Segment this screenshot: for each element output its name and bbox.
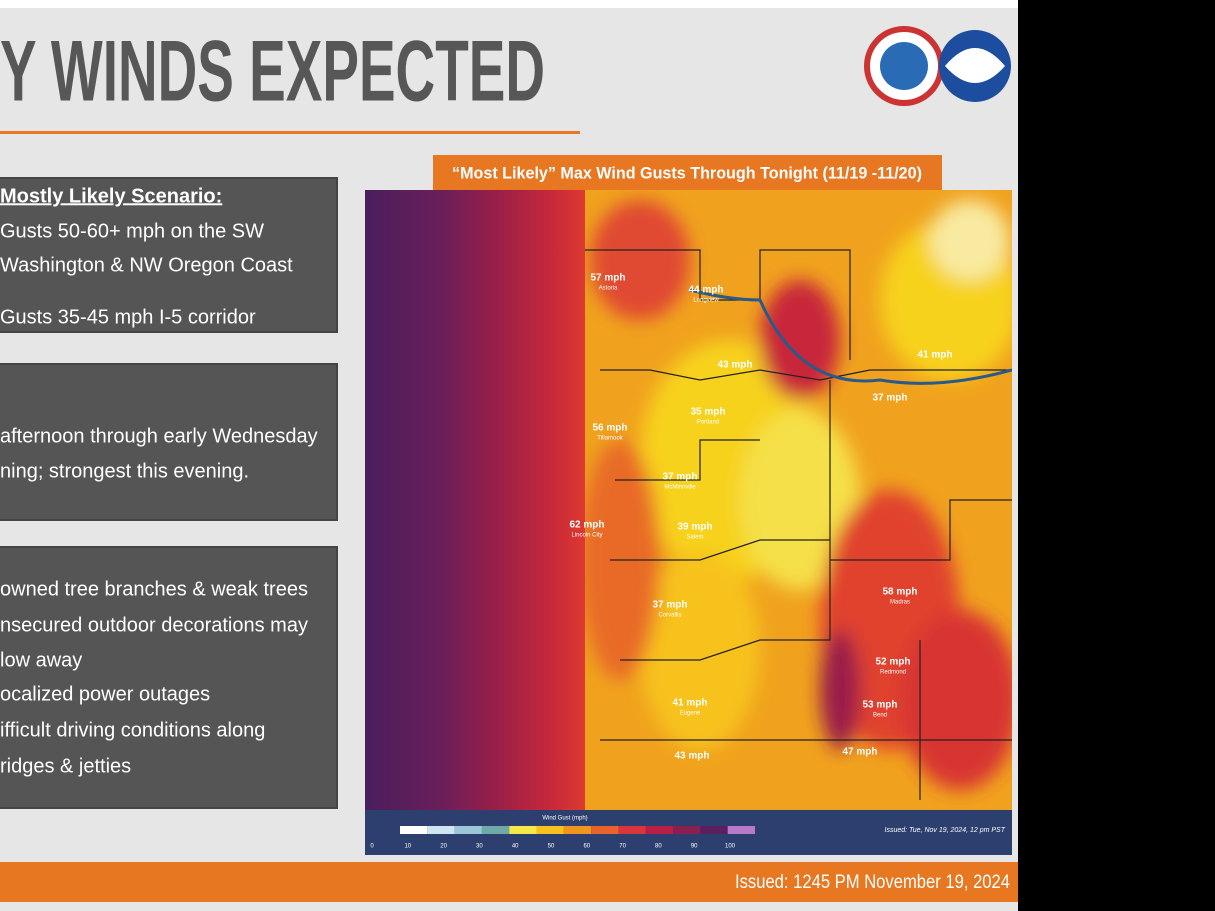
- colorbar-segment: [727, 826, 755, 834]
- colorbar-tick-label: 0: [370, 844, 374, 850]
- impact-line: ifficult driving conditions along: [0, 719, 265, 741]
- logos: [864, 26, 1011, 106]
- colorbar-segment: [509, 826, 537, 834]
- place-label: Bend: [873, 713, 887, 719]
- gust-label: 37 mph: [872, 393, 907, 404]
- colorbar-tick-label: 10: [404, 844, 411, 850]
- colorbar-segment: [618, 826, 646, 834]
- impacts-box: [0, 546, 338, 809]
- gust-label: 37 mph: [662, 472, 697, 483]
- colorbar-tick-label: 20: [440, 844, 447, 850]
- colorbar-segment: [427, 826, 455, 834]
- timing-box: [0, 363, 338, 521]
- impact-line: low away: [0, 649, 82, 671]
- legend-title: Wind Gust (mph): [542, 816, 587, 822]
- colorbar-tick-label: 100: [725, 844, 736, 850]
- colorbar-tick-label: 90: [691, 844, 698, 850]
- place-label: Corvallis: [658, 613, 681, 619]
- black-margin: [1018, 0, 1215, 911]
- gust-label: 35 mph: [690, 407, 725, 418]
- colorbar-segment: [400, 826, 428, 834]
- colorbar-segment: [700, 826, 728, 834]
- scenario-line: Gusts 50-60+ mph on the SW: [0, 220, 264, 242]
- colorbar-tick-label: 50: [548, 844, 555, 850]
- colorbar-segment: [645, 826, 674, 834]
- scenario-heading: Mostly Likely Scenario:: [0, 185, 222, 207]
- gust-label: 53 mph: [862, 700, 897, 711]
- place-label: Redmond: [880, 670, 906, 676]
- colorbar-tick-label: 80: [655, 844, 662, 850]
- gust-label: 39 mph: [677, 522, 712, 533]
- map: [365, 190, 1012, 810]
- scenario-line: Washington & NW Oregon Coast: [0, 254, 293, 276]
- place-label: Eugene: [680, 711, 701, 717]
- gust-label: 52 mph: [875, 657, 910, 668]
- place-label: McMinnville: [664, 485, 696, 491]
- footer-bar: [0, 862, 1018, 902]
- place-label: Portland: [697, 420, 719, 426]
- gust-label: 41 mph: [672, 698, 707, 709]
- place-label: Madras: [890, 600, 910, 606]
- top-strip: [0, 0, 1018, 8]
- colorbar-tick-label: 40: [512, 844, 519, 850]
- colorbar-segment: [591, 826, 619, 834]
- gust-label: 44 mph: [688, 285, 723, 296]
- impact-line: ocalized power outages: [0, 683, 210, 705]
- colorbar-segment: [673, 826, 701, 834]
- colorbar-tick-label: 70: [619, 844, 626, 850]
- impact-line: nsecured outdoor decorations may: [0, 614, 308, 636]
- gust-label: 56 mph: [592, 423, 627, 434]
- place-label: Lincoln City: [571, 533, 602, 539]
- map-title: “Most Likely” Max Wind Gusts Through Ton…: [452, 163, 922, 182]
- gust-label: 43 mph: [717, 360, 752, 371]
- place-label: Salem: [686, 535, 703, 541]
- river: [689, 288, 1012, 385]
- colorbar-tick-label: 30: [476, 844, 483, 850]
- title-underline: [0, 131, 580, 134]
- colorbar-segment: [536, 826, 564, 834]
- scenario-line: Gusts 35-45 mph I-5 corridor: [0, 306, 256, 328]
- gust-label: 41 mph: [917, 350, 952, 361]
- impact-line: owned tree branches & weak trees: [0, 578, 308, 600]
- place-label: Astoria: [599, 286, 618, 292]
- gust-label: 47 mph: [842, 747, 877, 758]
- colorbar-segment: [481, 826, 510, 834]
- gust-label: 57 mph: [590, 273, 625, 284]
- place-label: Tillamook: [597, 436, 623, 442]
- timing-line: ning; strongest this evening.: [0, 460, 249, 482]
- map-issued: Issued: Tue, Nov 19, 2024, 12 pm PST: [885, 827, 1006, 834]
- place-label: Longview: [693, 298, 719, 304]
- gust-label: 62 mph: [569, 520, 604, 531]
- scenario-box: [0, 177, 338, 333]
- colorbar-segment: [454, 826, 482, 834]
- noaa-logo-bird: [945, 48, 1005, 83]
- nws-logo-inner: [880, 42, 928, 90]
- colorbar-tick-label: 60: [583, 844, 590, 850]
- footer-issued: Issued: 1245 PM November 19, 2024: [735, 872, 1010, 893]
- slide-title: Y WINDS EXPECTED: [0, 24, 545, 120]
- gust-label: 37 mph: [652, 600, 687, 611]
- colorbar-segment: [563, 826, 592, 834]
- gust-label: 43 mph: [674, 751, 709, 762]
- timing-line: afternoon through early Wednesday: [0, 425, 318, 447]
- gust-label: 58 mph: [882, 587, 917, 598]
- impact-line: ridges & jetties: [0, 755, 131, 777]
- map-title-bar: [433, 155, 942, 190]
- coastal-gradient: [365, 190, 585, 810]
